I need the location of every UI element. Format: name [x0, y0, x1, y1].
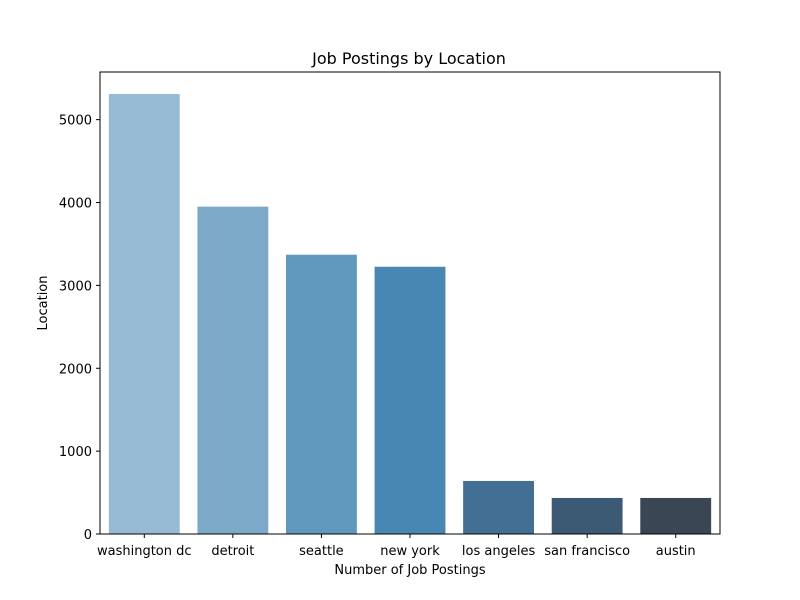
bar-austin: [640, 497, 712, 534]
y-tick-label: 2000: [59, 362, 92, 377]
x-tick-label: detroit: [211, 544, 254, 559]
x-tick-label: seattle: [299, 544, 344, 559]
bar-san-francisco: [551, 497, 623, 534]
bar-washington-dc: [108, 93, 180, 534]
y-tick-label: 4000: [59, 197, 92, 212]
y-axis-label: Location: [36, 276, 51, 331]
x-tick-label: new york: [380, 544, 440, 559]
bar-new-york: [374, 266, 446, 534]
y-tick-label: 3000: [59, 279, 92, 294]
y-tick-label: 5000: [59, 114, 92, 129]
x-tick-label: san francisco: [544, 544, 630, 559]
x-tick-label: washington dc: [97, 544, 192, 559]
y-tick-label: 1000: [59, 445, 92, 460]
plot-frame: [99, 71, 721, 535]
chart-title: Job Postings by Location: [311, 49, 506, 68]
bar-seattle: [286, 254, 357, 534]
bar-los-angeles: [463, 480, 534, 534]
y-tick-label: 0: [84, 528, 92, 543]
bars-group: [108, 93, 712, 534]
x-axis-label: Number of Job Postings: [334, 563, 485, 578]
y-axis-ticks: 0 1000 2000 3000 4000 5000: [59, 114, 100, 543]
x-tick-label: los angeles: [462, 544, 536, 559]
bar-detroit: [197, 206, 269, 534]
x-axis-ticks: washington dc detroit seattle new york los a…: [97, 534, 696, 559]
x-tick-label: austin: [656, 544, 696, 559]
